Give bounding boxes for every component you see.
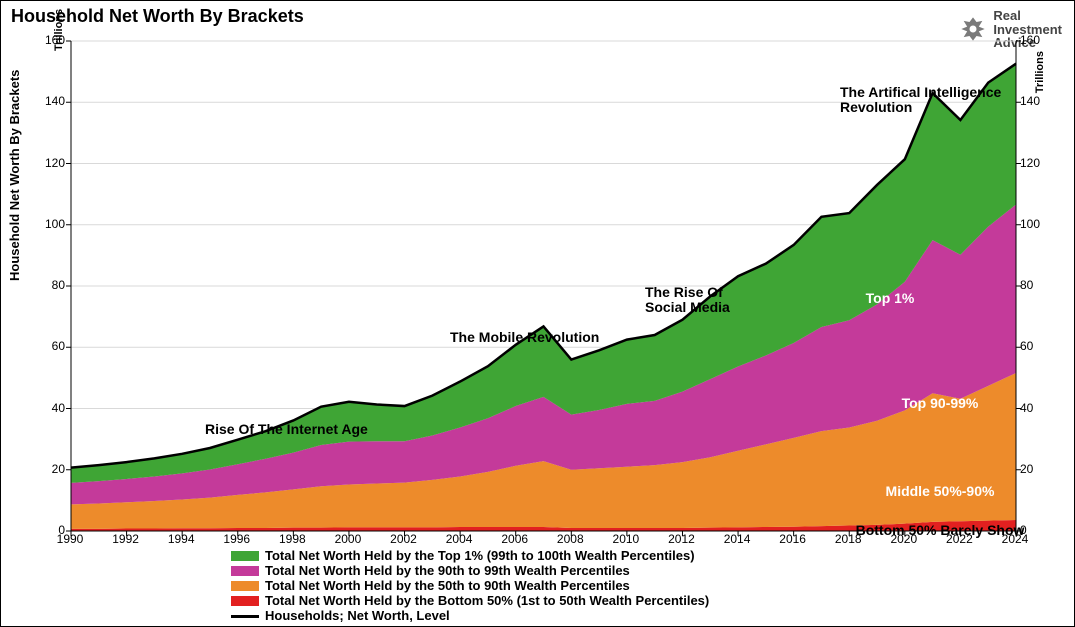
series-label: Top 1%	[866, 290, 915, 306]
y-tick-right: 80	[1020, 278, 1050, 292]
x-tick-label: 2016	[779, 532, 806, 546]
x-tick-label: 2010	[613, 532, 640, 546]
legend-row: Total Net Worth Held by the 50th to 90th…	[231, 579, 709, 594]
y-axis-left-label: Household Net Worth By Brackets	[7, 70, 22, 281]
legend-swatch	[231, 596, 259, 606]
x-tick-label: 2008	[557, 532, 584, 546]
legend-row: Total Net Worth Held by the Top 1% (99th…	[231, 549, 709, 564]
x-tick-label: 2002	[390, 532, 417, 546]
brand-line1: Real	[993, 9, 1062, 23]
series-label: Top 90-99%	[902, 395, 979, 411]
x-tick-label: 1998	[279, 532, 306, 546]
legend-swatch	[231, 581, 259, 591]
y-tick-left: 40	[35, 401, 65, 415]
legend-swatch	[231, 566, 259, 576]
annotation: The Rise Of Social Media	[645, 285, 730, 316]
annotation: The Artifical Intelligence Revolution	[840, 85, 1001, 116]
legend: Total Net Worth Held by the Top 1% (99th…	[231, 549, 709, 624]
legend-label: Total Net Worth Held by the Top 1% (99th…	[265, 549, 695, 564]
y-tick-left: 140	[35, 94, 65, 108]
y-tick-left: 0	[35, 523, 65, 537]
y-tick-right: 100	[1020, 217, 1050, 231]
legend-label: Total Net Worth Held by the 90th to 99th…	[265, 564, 630, 579]
y-tick-right: 120	[1020, 156, 1050, 170]
annotation: The Mobile Revolution	[450, 330, 599, 345]
series-label: Bottom 50% Barely Show	[856, 522, 1025, 538]
y-tick-left: 20	[35, 462, 65, 476]
x-tick-label: 2006	[501, 532, 528, 546]
y-tick-right: 40	[1020, 401, 1050, 415]
legend-label: Households; Net Worth, Level	[265, 609, 450, 624]
x-tick-label: 2000	[335, 532, 362, 546]
legend-row: Total Net Worth Held by the 90th to 99th…	[231, 564, 709, 579]
y-tick-right: 160	[1020, 33, 1050, 47]
legend-label: Total Net Worth Held by the Bottom 50% (…	[265, 594, 709, 609]
x-tick-label: 1994	[168, 532, 195, 546]
y-tick-left: 100	[35, 217, 65, 231]
x-tick-label: 1996	[223, 532, 250, 546]
annotation: Rise Of The Internet Age	[205, 422, 368, 437]
x-tick-label: 1992	[112, 532, 139, 546]
y-tick-left: 60	[35, 339, 65, 353]
x-tick-label: 2004	[446, 532, 473, 546]
legend-swatch	[231, 551, 259, 561]
legend-row: Households; Net Worth, Level	[231, 609, 709, 624]
legend-row: Total Net Worth Held by the Bottom 50% (…	[231, 594, 709, 609]
series-label: Middle 50%-90%	[886, 483, 995, 499]
y-tick-right: 60	[1020, 339, 1050, 353]
y-tick-left: 160	[35, 33, 65, 47]
lion-icon	[959, 15, 987, 43]
legend-label: Total Net Worth Held by the 50th to 90th…	[265, 579, 630, 594]
x-tick-label: 2014	[724, 532, 751, 546]
x-tick-label: 2012	[668, 532, 695, 546]
legend-line-icon	[231, 615, 259, 618]
y-tick-right: 140	[1020, 94, 1050, 108]
y-tick-right: 20	[1020, 462, 1050, 476]
y-tick-left: 120	[35, 156, 65, 170]
y-tick-left: 80	[35, 278, 65, 292]
y-axis-right-unit: Trillions	[1034, 51, 1046, 93]
